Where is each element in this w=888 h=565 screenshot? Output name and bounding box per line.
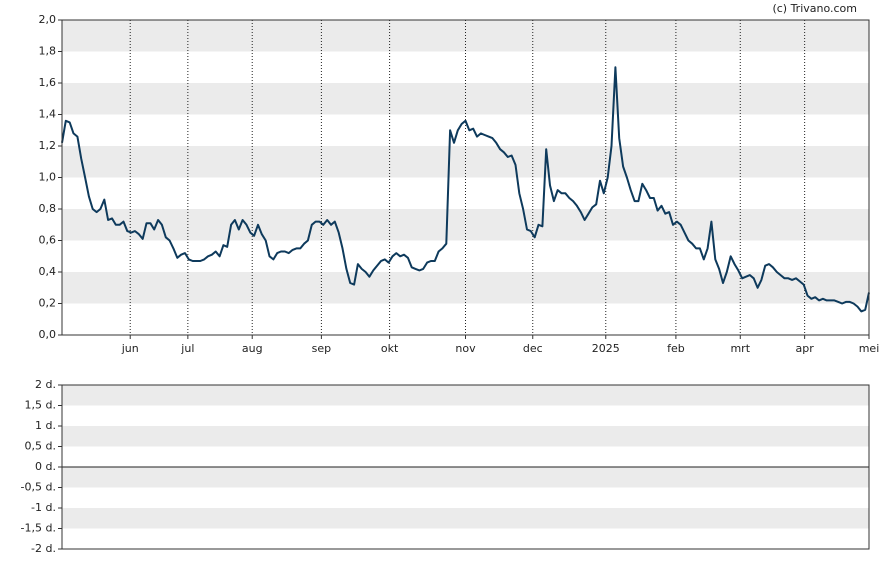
band xyxy=(62,426,869,447)
y-tick-label: 1,4 xyxy=(39,108,57,121)
band xyxy=(62,467,869,488)
y-tick-label: 0,0 xyxy=(39,328,57,341)
x-tick-label: sep xyxy=(312,342,331,355)
y-tick-label: -2 d. xyxy=(31,542,56,555)
y-tick-label: 2 d. xyxy=(35,378,56,391)
plot-frame xyxy=(61,384,870,550)
x-tick-label: mei xyxy=(859,342,880,355)
x-tick-label: aug xyxy=(242,342,263,355)
y-tick-label: -0,5 d. xyxy=(21,481,56,494)
band xyxy=(62,385,869,406)
x-tick-label: jul xyxy=(180,342,194,355)
band xyxy=(62,508,869,529)
y-tick-label: 0,8 xyxy=(39,202,57,215)
y-tick-label: 1,2 xyxy=(39,139,57,152)
x-tick-label: mrt xyxy=(730,342,750,355)
y-tick-label: 0,6 xyxy=(39,234,57,247)
y-tick-label: -1,5 d. xyxy=(21,522,56,535)
x-tick-label: okt xyxy=(381,342,399,355)
x-tick-label: apr xyxy=(796,342,815,355)
y-tick-label: 1,8 xyxy=(39,45,57,58)
y-tick-label: -1 d. xyxy=(31,501,56,514)
y-tick-label: 0,2 xyxy=(39,297,57,310)
x-tick-label: dec xyxy=(523,342,543,355)
x-tick-label: feb xyxy=(667,342,685,355)
y-tick-label: 1,5 d. xyxy=(25,399,56,412)
y-tick-label: 1,6 xyxy=(39,76,57,89)
plot-frame xyxy=(61,19,870,336)
y-tick-label: 2,0 xyxy=(39,13,57,26)
y-tick-label: 0,4 xyxy=(39,265,57,278)
y-tick-label: 0 d. xyxy=(35,460,56,473)
y-tick-label: 1 d. xyxy=(35,419,56,432)
price-line xyxy=(61,66,870,313)
y-tick-label: 1,0 xyxy=(39,171,57,184)
credit: (c) Trivano.com xyxy=(772,2,857,15)
y-tick-label: 0,5 d. xyxy=(25,440,56,453)
x-tick-label: nov xyxy=(455,342,476,355)
x-tick-label: 2025 xyxy=(592,342,620,355)
x-tick-label: jun xyxy=(121,342,139,355)
